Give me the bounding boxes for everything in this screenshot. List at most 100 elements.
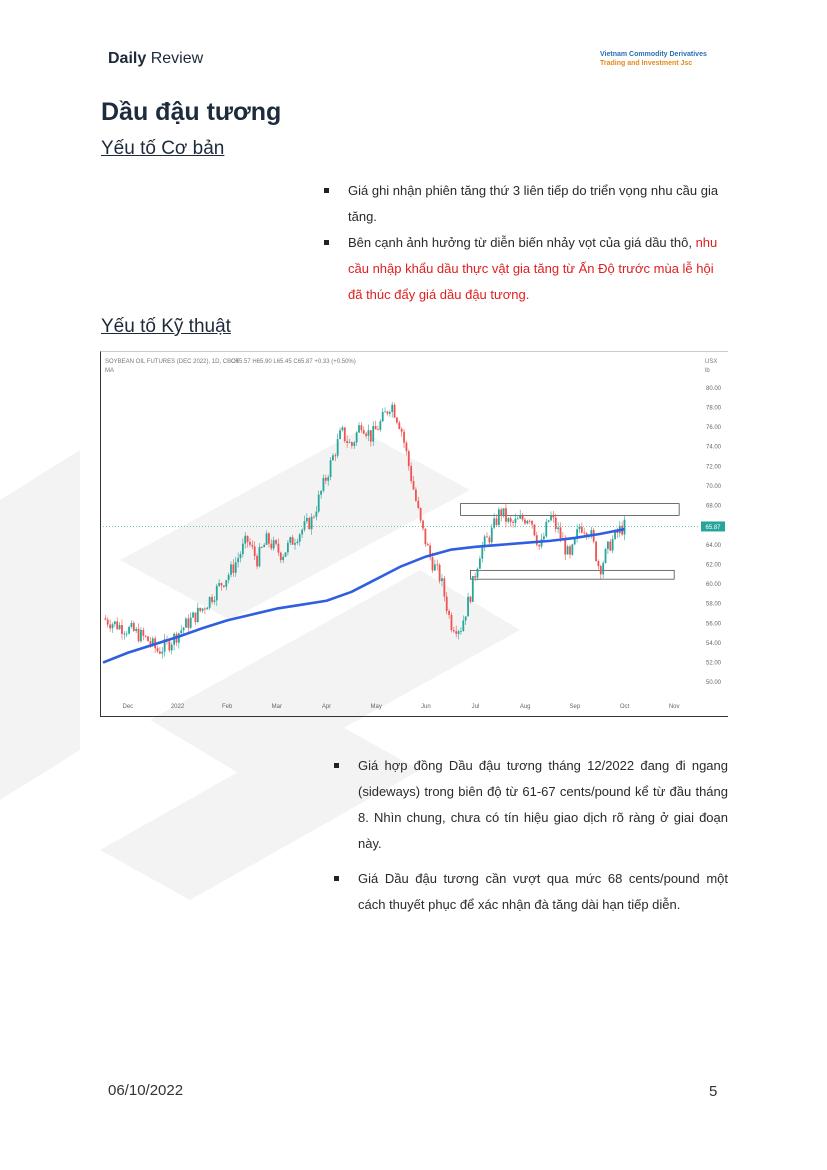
candle-body: [163, 639, 166, 652]
candle-body: [170, 644, 173, 651]
candle-body: [493, 518, 496, 528]
candle-body: [362, 430, 365, 434]
candle-body: [317, 494, 320, 512]
candle-body: [189, 617, 192, 628]
candle-body: [286, 542, 289, 553]
candle-body: [135, 628, 138, 632]
moving-average-line: [102, 527, 625, 664]
candle-body: [422, 520, 424, 529]
candle-body: [308, 517, 311, 530]
candle-body: [552, 515, 555, 518]
candle-body: [554, 517, 557, 530]
candle-body: [614, 530, 616, 540]
candle-body: [476, 568, 479, 578]
fundamentals-item-2-text: Bên cạnh ảnh hưởng từ diễn biến nhảy vọt…: [348, 235, 696, 250]
candle-body: [457, 631, 460, 634]
candle-body: [497, 509, 500, 526]
candle-body: [578, 526, 581, 530]
candle-body: [514, 518, 517, 523]
header-daily: Daily: [108, 50, 147, 67]
candle-body: [436, 564, 439, 566]
y-tick-label-9: 62.00: [706, 562, 722, 568]
header-review: Review: [150, 50, 204, 67]
candle-body: [109, 624, 112, 629]
candle-body: [303, 521, 306, 530]
candle-body: [372, 426, 375, 442]
candle-body: [538, 544, 541, 547]
fundamentals-item-1-text: Giá ghi nhận phiên tăng thứ 3 liên tiếp …: [348, 183, 719, 224]
candle-body: [339, 430, 341, 440]
chart-indicator-label: MA: [105, 368, 114, 374]
candle-body: [590, 530, 593, 536]
candle-body: [251, 544, 254, 547]
candle-body: [607, 541, 609, 549]
candle-body: [609, 541, 612, 551]
candle-body: [502, 508, 505, 516]
candle-body: [431, 557, 434, 571]
candle-body: [113, 621, 116, 625]
candle-body: [467, 596, 469, 617]
candle-body: [249, 541, 251, 545]
candle-body: [239, 554, 242, 559]
candle-body: [137, 628, 140, 642]
candle-body: [573, 538, 576, 545]
candle-body: [149, 641, 152, 645]
x-tick-label-4: Apr: [322, 704, 331, 710]
candle-body: [156, 648, 159, 652]
candle-body: [379, 421, 382, 430]
candle-body: [218, 583, 221, 586]
candle-body: [509, 518, 512, 522]
candle-body: [595, 541, 597, 561]
header-report-name: Daily Review: [108, 50, 203, 68]
company-logo-text: Vietnam Commodity Derivatives Trading an…: [600, 50, 707, 68]
candle-body: [140, 629, 142, 642]
page-number: 5: [709, 1083, 718, 1100]
candle-body: [405, 442, 408, 452]
candle-body: [161, 651, 164, 654]
candle-body: [355, 432, 358, 443]
candle-body: [557, 527, 560, 530]
candle-body: [516, 518, 519, 520]
candle-body: [123, 633, 126, 635]
candle-body: [346, 441, 349, 443]
candle-body: [419, 507, 422, 521]
candle-body: [142, 629, 145, 636]
candle-body: [272, 540, 275, 549]
candle-body: [282, 556, 285, 561]
candle-body: [201, 608, 204, 611]
candle-body: [182, 627, 185, 631]
candle-body: [329, 460, 332, 478]
candle-body: [391, 404, 394, 412]
candle-body: [407, 451, 410, 467]
chart-currency: USX: [705, 359, 717, 365]
candle-body: [185, 618, 187, 628]
candle-body: [488, 537, 491, 543]
range-zone-1: [460, 503, 680, 516]
candle-body: [147, 636, 149, 642]
candle-body: [580, 526, 583, 533]
candle-body: [519, 515, 522, 519]
page-title: Dầu đậu tương: [101, 98, 282, 126]
candle-body: [358, 425, 360, 433]
candle-body: [125, 633, 128, 635]
candle-body: [505, 508, 507, 522]
candle-body: [585, 533, 588, 537]
candle-body: [576, 529, 578, 539]
candle-body: [424, 528, 427, 545]
chart-title: SOYBEAN OIL FUTURES (DEC 2022), 1D, CBOT: [105, 359, 240, 365]
y-tick-label-3: 74.00: [706, 445, 722, 451]
candle-body: [569, 546, 571, 555]
candle-body: [211, 596, 213, 602]
candle-body: [111, 624, 114, 629]
y-tick-label-2: 76.00: [706, 425, 722, 431]
x-tick-label-5: May: [370, 704, 381, 710]
fundamentals-item-1: Giá ghi nhận phiên tăng thứ 3 liên tiếp …: [322, 178, 728, 230]
candle-body: [215, 585, 218, 601]
candle-body: [462, 620, 465, 632]
candle-body: [474, 576, 477, 578]
candle-body: [400, 428, 403, 432]
company-line1: Vietnam Commodity Derivatives: [600, 51, 707, 58]
candle-body: [611, 539, 614, 551]
candle-body: [564, 539, 567, 555]
candle-body: [374, 426, 377, 430]
